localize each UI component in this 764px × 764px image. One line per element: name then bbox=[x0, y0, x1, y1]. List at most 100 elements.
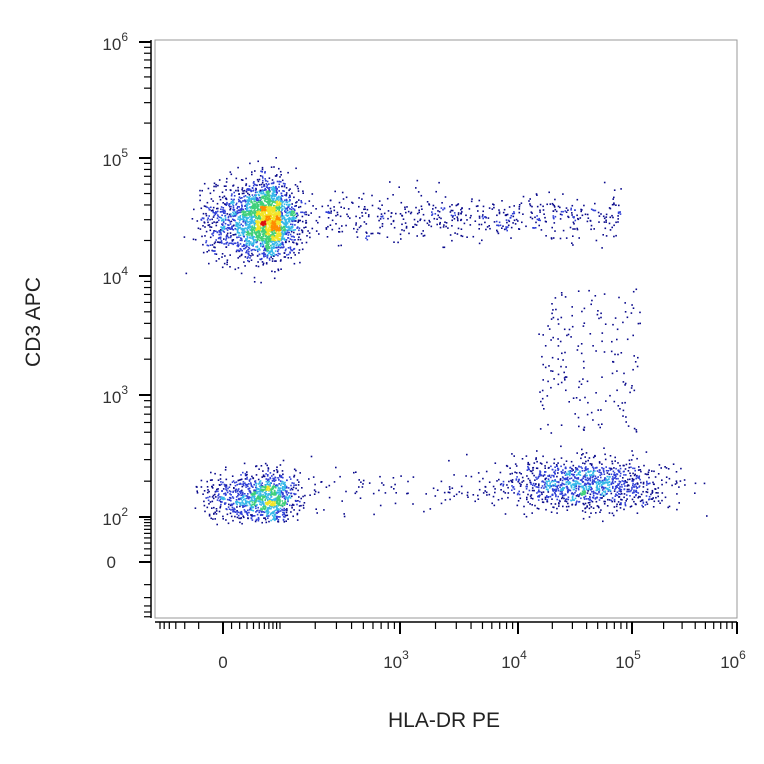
event-dot bbox=[221, 266, 224, 269]
event-dot bbox=[286, 222, 289, 225]
event-dot bbox=[265, 229, 268, 231]
event-dot bbox=[273, 470, 275, 472]
event-dot bbox=[259, 487, 262, 489]
event-dot bbox=[231, 503, 234, 506]
event-dot bbox=[268, 188, 270, 191]
event-dot bbox=[618, 493, 620, 495]
event-dot bbox=[635, 477, 637, 480]
event-dot bbox=[210, 226, 213, 228]
event-dot bbox=[276, 236, 279, 239]
event-dot bbox=[298, 227, 301, 229]
event-dot bbox=[261, 227, 264, 230]
event-dot bbox=[311, 193, 314, 195]
event-dot bbox=[230, 202, 232, 204]
event-dot bbox=[651, 491, 654, 493]
event-dot bbox=[291, 211, 293, 214]
event-dot bbox=[241, 227, 243, 230]
event-dot bbox=[599, 471, 602, 474]
event-dot bbox=[285, 239, 288, 241]
event-dot bbox=[275, 491, 278, 494]
event-dot bbox=[254, 489, 257, 492]
event-dot bbox=[592, 470, 595, 473]
event-dot bbox=[279, 223, 281, 225]
event-dot bbox=[614, 488, 616, 491]
event-dot bbox=[268, 194, 271, 196]
event-dot bbox=[215, 183, 217, 186]
event-dot bbox=[633, 496, 636, 498]
event-dot bbox=[218, 499, 221, 502]
event-dot bbox=[265, 240, 267, 243]
event-dot bbox=[285, 224, 288, 227]
event-dot bbox=[272, 223, 275, 226]
event-dot bbox=[274, 492, 277, 494]
event-dot bbox=[282, 226, 284, 229]
event-dot bbox=[273, 205, 275, 208]
event-dot bbox=[553, 462, 555, 465]
event-dot bbox=[225, 486, 227, 489]
event-dot bbox=[575, 501, 578, 504]
event-dot bbox=[265, 226, 268, 228]
event-dot bbox=[279, 491, 281, 493]
event-dot bbox=[247, 200, 250, 203]
event-dot bbox=[240, 478, 243, 481]
event-dot bbox=[242, 495, 244, 497]
event-dot bbox=[278, 240, 281, 243]
event-dot bbox=[272, 240, 274, 242]
event-dot bbox=[259, 509, 261, 512]
event-dot bbox=[293, 251, 295, 254]
event-dot bbox=[276, 471, 279, 474]
event-dot bbox=[537, 491, 540, 493]
event-dot bbox=[274, 271, 276, 273]
event-dot bbox=[544, 471, 547, 473]
event-dot bbox=[544, 477, 547, 480]
event-dot bbox=[573, 488, 576, 491]
event-dot bbox=[275, 234, 277, 237]
event-dot bbox=[258, 221, 261, 223]
event-dot bbox=[254, 498, 256, 500]
event-dot bbox=[287, 247, 290, 249]
event-dot bbox=[355, 231, 358, 233]
event-dot bbox=[497, 499, 500, 501]
event-dot bbox=[225, 466, 227, 469]
event-dot bbox=[612, 198, 614, 200]
event-dot bbox=[288, 476, 291, 478]
event-dot bbox=[247, 259, 249, 262]
event-dot bbox=[258, 231, 261, 234]
event-dot bbox=[252, 198, 255, 200]
event-dot bbox=[232, 229, 235, 231]
event-dot bbox=[287, 257, 290, 259]
event-dot bbox=[264, 208, 266, 210]
event-dot bbox=[272, 199, 275, 202]
event-dot bbox=[639, 496, 641, 498]
event-dot bbox=[294, 254, 296, 256]
event-dot bbox=[582, 475, 585, 478]
event-dot bbox=[244, 221, 247, 224]
event-dot bbox=[257, 197, 259, 200]
event-dot bbox=[256, 184, 258, 187]
event-dot bbox=[291, 249, 293, 252]
event-dot bbox=[619, 464, 621, 467]
event-dot bbox=[598, 487, 600, 490]
event-dot bbox=[288, 231, 290, 234]
event-dot bbox=[557, 462, 559, 464]
event-dot bbox=[596, 487, 598, 490]
event-dot bbox=[619, 467, 622, 470]
event-dot bbox=[223, 227, 226, 229]
event-dot bbox=[228, 242, 230, 245]
event-dot bbox=[577, 472, 580, 474]
event-dot bbox=[301, 248, 304, 251]
event-dot bbox=[539, 211, 541, 213]
event-dot bbox=[553, 480, 555, 483]
event-dot bbox=[573, 486, 576, 488]
event-dot bbox=[232, 208, 234, 211]
event-dot bbox=[271, 195, 273, 198]
event-dot bbox=[528, 463, 531, 466]
event-dot bbox=[585, 486, 588, 488]
event-dot bbox=[259, 213, 261, 215]
event-dot bbox=[250, 227, 253, 230]
event-dot bbox=[583, 503, 585, 506]
event-dot bbox=[457, 213, 460, 216]
event-dot bbox=[263, 193, 266, 196]
event-dot bbox=[239, 505, 241, 508]
event-dot bbox=[470, 475, 473, 478]
